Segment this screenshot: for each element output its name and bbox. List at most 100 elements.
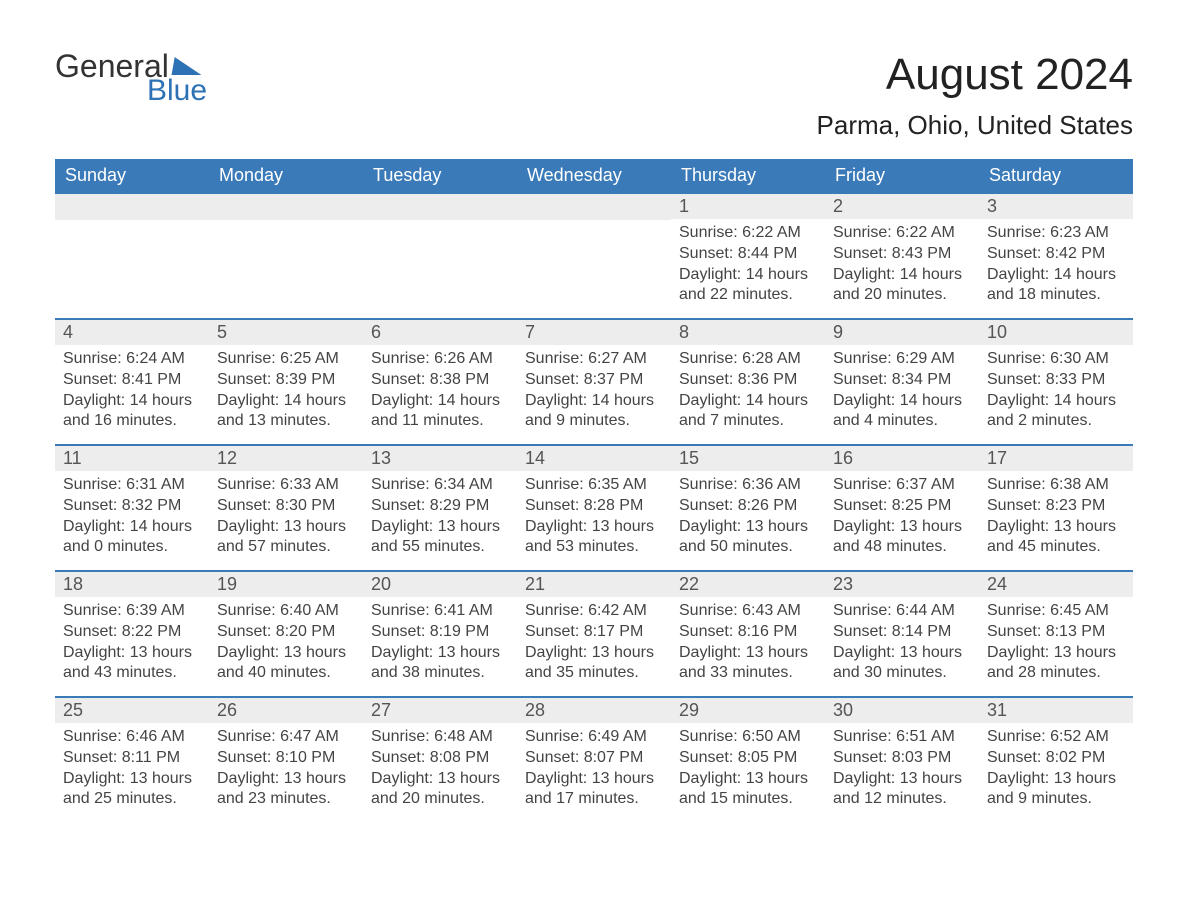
day-number	[517, 194, 671, 220]
sunset-line: Sunset: 8:44 PM	[679, 244, 817, 265]
sunrise-line: Sunrise: 6:36 AM	[679, 475, 817, 496]
daylight-line: Daylight: 14 hours and 4 minutes.	[833, 391, 971, 433]
sunset-line: Sunset: 8:39 PM	[217, 370, 355, 391]
sunrise-line: Sunrise: 6:26 AM	[371, 349, 509, 370]
sunset-line: Sunset: 8:20 PM	[217, 622, 355, 643]
day-data: Sunrise: 6:45 AMSunset: 8:13 PMDaylight:…	[979, 597, 1133, 688]
day-cell	[209, 194, 363, 318]
day-number: 29	[671, 698, 825, 723]
day-cell: 14Sunrise: 6:35 AMSunset: 8:28 PMDayligh…	[517, 446, 671, 570]
daylight-line: Daylight: 13 hours and 12 minutes.	[833, 769, 971, 811]
day-data: Sunrise: 6:30 AMSunset: 8:33 PMDaylight:…	[979, 345, 1133, 436]
sunrise-line: Sunrise: 6:28 AM	[679, 349, 817, 370]
weekday-label: Sunday	[55, 159, 209, 192]
sunrise-line: Sunrise: 6:40 AM	[217, 601, 355, 622]
titles: August 2024 Parma, Ohio, United States	[817, 50, 1133, 141]
day-number: 23	[825, 572, 979, 597]
day-data: Sunrise: 6:22 AMSunset: 8:44 PMDaylight:…	[671, 219, 825, 310]
sunrise-line: Sunrise: 6:39 AM	[63, 601, 201, 622]
day-cell: 11Sunrise: 6:31 AMSunset: 8:32 PMDayligh…	[55, 446, 209, 570]
sunset-line: Sunset: 8:32 PM	[63, 496, 201, 517]
day-data: Sunrise: 6:22 AMSunset: 8:43 PMDaylight:…	[825, 219, 979, 310]
sunrise-line: Sunrise: 6:23 AM	[987, 223, 1125, 244]
weekday-label: Friday	[825, 159, 979, 192]
sunrise-line: Sunrise: 6:46 AM	[63, 727, 201, 748]
daylight-line: Daylight: 14 hours and 22 minutes.	[679, 265, 817, 307]
day-data: Sunrise: 6:49 AMSunset: 8:07 PMDaylight:…	[517, 723, 671, 814]
day-number: 12	[209, 446, 363, 471]
day-cell: 19Sunrise: 6:40 AMSunset: 8:20 PMDayligh…	[209, 572, 363, 696]
sunrise-line: Sunrise: 6:31 AM	[63, 475, 201, 496]
day-cell: 2Sunrise: 6:22 AMSunset: 8:43 PMDaylight…	[825, 194, 979, 318]
day-data: Sunrise: 6:50 AMSunset: 8:05 PMDaylight:…	[671, 723, 825, 814]
day-data: Sunrise: 6:43 AMSunset: 8:16 PMDaylight:…	[671, 597, 825, 688]
day-data: Sunrise: 6:36 AMSunset: 8:26 PMDaylight:…	[671, 471, 825, 562]
week-row: 11Sunrise: 6:31 AMSunset: 8:32 PMDayligh…	[55, 444, 1133, 570]
day-cell: 28Sunrise: 6:49 AMSunset: 8:07 PMDayligh…	[517, 698, 671, 822]
sunrise-line: Sunrise: 6:51 AM	[833, 727, 971, 748]
day-data: Sunrise: 6:28 AMSunset: 8:36 PMDaylight:…	[671, 345, 825, 436]
day-number: 10	[979, 320, 1133, 345]
sunset-line: Sunset: 8:34 PM	[833, 370, 971, 391]
day-number: 30	[825, 698, 979, 723]
daylight-line: Daylight: 13 hours and 20 minutes.	[371, 769, 509, 811]
day-cell: 17Sunrise: 6:38 AMSunset: 8:23 PMDayligh…	[979, 446, 1133, 570]
daylight-line: Daylight: 14 hours and 20 minutes.	[833, 265, 971, 307]
day-number: 22	[671, 572, 825, 597]
daylight-line: Daylight: 14 hours and 18 minutes.	[987, 265, 1125, 307]
day-data: Sunrise: 6:27 AMSunset: 8:37 PMDaylight:…	[517, 345, 671, 436]
daylight-line: Daylight: 14 hours and 9 minutes.	[525, 391, 663, 433]
day-number: 19	[209, 572, 363, 597]
day-data: Sunrise: 6:40 AMSunset: 8:20 PMDaylight:…	[209, 597, 363, 688]
daylight-line: Daylight: 13 hours and 57 minutes.	[217, 517, 355, 559]
day-data: Sunrise: 6:41 AMSunset: 8:19 PMDaylight:…	[363, 597, 517, 688]
day-data: Sunrise: 6:24 AMSunset: 8:41 PMDaylight:…	[55, 345, 209, 436]
daylight-line: Daylight: 13 hours and 45 minutes.	[987, 517, 1125, 559]
sunrise-line: Sunrise: 6:43 AM	[679, 601, 817, 622]
daylight-line: Daylight: 13 hours and 53 minutes.	[525, 517, 663, 559]
day-number: 24	[979, 572, 1133, 597]
daylight-line: Daylight: 13 hours and 15 minutes.	[679, 769, 817, 811]
sunrise-line: Sunrise: 6:25 AM	[217, 349, 355, 370]
sunset-line: Sunset: 8:05 PM	[679, 748, 817, 769]
day-cell	[55, 194, 209, 318]
day-number: 17	[979, 446, 1133, 471]
daylight-line: Daylight: 13 hours and 9 minutes.	[987, 769, 1125, 811]
daylight-line: Daylight: 14 hours and 0 minutes.	[63, 517, 201, 559]
header: General Blue August 2024 Parma, Ohio, Un…	[55, 50, 1133, 141]
week-row: 4Sunrise: 6:24 AMSunset: 8:41 PMDaylight…	[55, 318, 1133, 444]
day-number: 14	[517, 446, 671, 471]
weekday-label: Thursday	[671, 159, 825, 192]
daylight-line: Daylight: 14 hours and 16 minutes.	[63, 391, 201, 433]
sunrise-line: Sunrise: 6:35 AM	[525, 475, 663, 496]
day-cell: 16Sunrise: 6:37 AMSunset: 8:25 PMDayligh…	[825, 446, 979, 570]
day-cell: 9Sunrise: 6:29 AMSunset: 8:34 PMDaylight…	[825, 320, 979, 444]
daylight-line: Daylight: 13 hours and 55 minutes.	[371, 517, 509, 559]
day-cell: 18Sunrise: 6:39 AMSunset: 8:22 PMDayligh…	[55, 572, 209, 696]
sunrise-line: Sunrise: 6:52 AM	[987, 727, 1125, 748]
day-number: 15	[671, 446, 825, 471]
day-number: 31	[979, 698, 1133, 723]
logo-word2: Blue	[147, 76, 207, 106]
sunset-line: Sunset: 8:14 PM	[833, 622, 971, 643]
week-row: 18Sunrise: 6:39 AMSunset: 8:22 PMDayligh…	[55, 570, 1133, 696]
day-data: Sunrise: 6:47 AMSunset: 8:10 PMDaylight:…	[209, 723, 363, 814]
weekday-label: Saturday	[979, 159, 1133, 192]
weekday-label: Monday	[209, 159, 363, 192]
day-data: Sunrise: 6:48 AMSunset: 8:08 PMDaylight:…	[363, 723, 517, 814]
sunrise-line: Sunrise: 6:47 AM	[217, 727, 355, 748]
day-data: Sunrise: 6:51 AMSunset: 8:03 PMDaylight:…	[825, 723, 979, 814]
sunset-line: Sunset: 8:43 PM	[833, 244, 971, 265]
day-number: 16	[825, 446, 979, 471]
sunset-line: Sunset: 8:23 PM	[987, 496, 1125, 517]
sunset-line: Sunset: 8:37 PM	[525, 370, 663, 391]
day-cell: 4Sunrise: 6:24 AMSunset: 8:41 PMDaylight…	[55, 320, 209, 444]
day-cell: 23Sunrise: 6:44 AMSunset: 8:14 PMDayligh…	[825, 572, 979, 696]
daylight-line: Daylight: 14 hours and 11 minutes.	[371, 391, 509, 433]
day-cell: 25Sunrise: 6:46 AMSunset: 8:11 PMDayligh…	[55, 698, 209, 822]
day-number: 8	[671, 320, 825, 345]
weekday-label: Wednesday	[517, 159, 671, 192]
day-cell: 24Sunrise: 6:45 AMSunset: 8:13 PMDayligh…	[979, 572, 1133, 696]
day-number: 28	[517, 698, 671, 723]
sunset-line: Sunset: 8:16 PM	[679, 622, 817, 643]
